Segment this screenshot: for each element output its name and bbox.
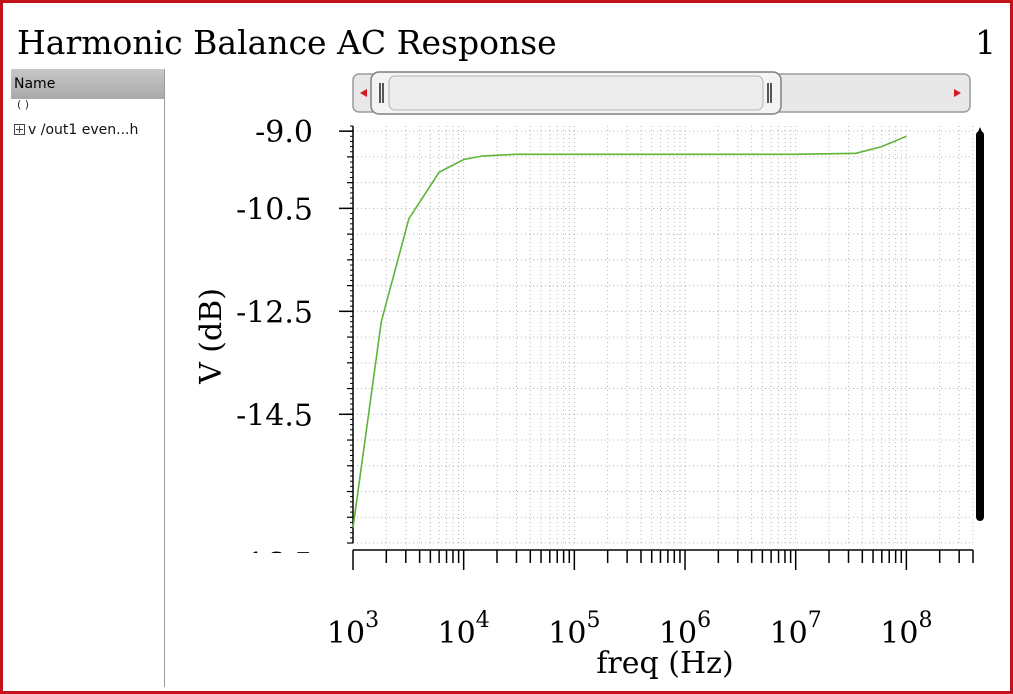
y-tick-label-clipped: -16.5	[236, 547, 313, 582]
plot-area: -9.0 -10.5 -12.5 -14.5 -16.5 103 104 105 106 107 1…	[194, 71, 984, 681]
grid	[352, 126, 974, 544]
tick-labels: -9.0 -10.5 -12.5 -14.5 -16.5 103 104 105 106 107 1…	[236, 115, 932, 651]
expand-icon[interactable]	[14, 124, 25, 135]
scroll-left-arrow-icon[interactable]	[360, 89, 367, 97]
y-scroll-marker[interactable]	[976, 127, 984, 521]
y-tick-label: -9.0	[255, 115, 313, 150]
placeholder-row: ( )	[17, 98, 30, 111]
x-tick-label: 103	[327, 608, 379, 651]
axes	[352, 126, 973, 551]
axis-ticks	[339, 125, 974, 570]
trace-item[interactable]: v /out1 even...h	[11, 119, 164, 141]
page-number: 1	[975, 23, 996, 62]
x-tick-label: 104	[438, 608, 490, 651]
x-scrollbar[interactable]	[352, 71, 971, 115]
x-axis-title: freq (Hz)	[596, 646, 733, 681]
y-tick-label: -12.5	[236, 295, 313, 330]
y-tick-label: -14.5	[236, 398, 313, 433]
x-tick-label: 107	[770, 608, 822, 651]
marker-up-arrow-icon[interactable]	[976, 127, 984, 137]
trace-browser: Name ( ) v /out1 even...h	[11, 69, 165, 687]
x-tick-label: 105	[548, 608, 600, 651]
trace-item-label: v /out1 even...h	[28, 122, 139, 138]
y-tick-label: -10.5	[236, 192, 313, 227]
x-tick-label: 106	[659, 608, 711, 651]
right-grip-icon[interactable]	[767, 83, 772, 103]
window-title: Harmonic Balance AC Response	[17, 23, 557, 62]
y-axis-title: V (dB)	[194, 288, 229, 385]
series	[352, 135, 907, 528]
x-tick-label: 108	[880, 608, 932, 651]
scroll-right-arrow-icon[interactable]	[954, 89, 961, 97]
series-line	[352, 135, 907, 528]
left-grip-icon[interactable]	[379, 83, 384, 103]
column-header-name[interactable]: Name	[11, 69, 164, 99]
